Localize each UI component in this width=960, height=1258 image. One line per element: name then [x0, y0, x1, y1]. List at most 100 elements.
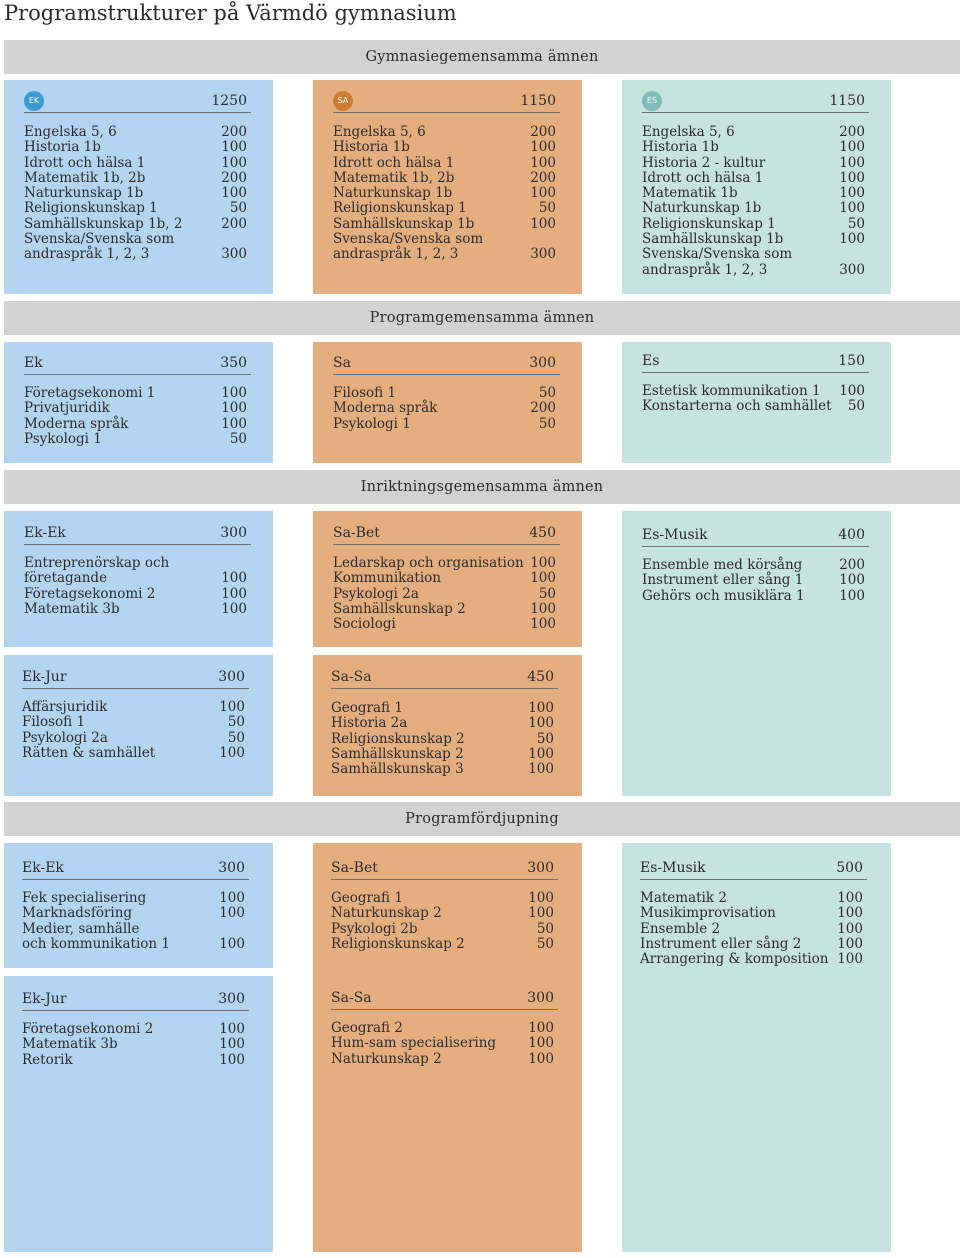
course-points: 50 — [538, 585, 556, 602]
course-row: Naturkunskap 2 100 — [331, 905, 558, 922]
card-total-points: 300 — [527, 990, 554, 1006]
card-total-points: 300 — [218, 669, 245, 685]
course-name: Samhällskunskap 2 — [333, 600, 466, 617]
course-row: Ensemble med körsång 200 — [642, 557, 869, 573]
course-points: 100 — [221, 385, 247, 401]
course-name: Svenska/Svenska som — [333, 231, 484, 248]
course-points: 200 — [221, 215, 247, 232]
course-name: Medier, samhälle — [22, 920, 140, 937]
course-name: Matematik 1b, 2b — [333, 169, 455, 186]
course-list: Engelska 5, 6 200 Historia 1b 100 Historia 2… — [642, 124, 869, 278]
course-row: Företagsekonomi 2 100 — [22, 1021, 249, 1037]
course-name: Svenska/Svenska som — [24, 231, 175, 248]
card-header: Sa-Sa 300 — [331, 987, 558, 1010]
course-row: Samhällskunskap 2 100 — [331, 746, 558, 762]
course-row: Samhällskunskap 1b 100 — [642, 231, 869, 247]
course-points: 100 — [530, 616, 556, 633]
course-name: Samhällskunskap 1b, 2 — [24, 215, 183, 232]
course-name: andraspråk 1, 2, 3 — [333, 246, 459, 263]
panel-es-musik-inriktning — [622, 511, 891, 796]
course-name: Religionskunskap 1 — [24, 200, 158, 217]
course-list: Ledarskap och organisation 100 Kommunikati… — [333, 555, 560, 633]
course-row: Sociologi 100 — [333, 616, 560, 633]
panel-es-fordjupning — [622, 843, 891, 1252]
course-points: 100 — [837, 951, 863, 968]
card-total-points: 300 — [527, 860, 554, 876]
course-name: företagande — [24, 570, 108, 587]
course-name: Ensemble med körsång — [642, 557, 803, 573]
course-name: och kommunikation 1 — [22, 935, 170, 952]
course-row: Religionskunskap 1 50 — [333, 201, 560, 217]
card-total-points: 450 — [529, 525, 556, 541]
course-row: Filosofi 1 50 — [333, 385, 560, 401]
card-header: Ek-Jur 300 — [22, 988, 249, 1011]
card-total-points: 300 — [529, 355, 556, 371]
course-points: 100 — [530, 555, 556, 571]
course-points: 100 — [837, 890, 863, 906]
card-title: Sa-Bet — [333, 525, 380, 541]
course-points: 100 — [221, 400, 247, 417]
card-title: Ek-Ek — [22, 860, 64, 876]
course-points: 100 — [839, 139, 865, 156]
course-name: Arrangering & komposition — [640, 951, 829, 968]
course-points: 100 — [837, 920, 863, 937]
course-name: Historia 1b — [24, 139, 101, 156]
course-name: Fek specialisering — [22, 890, 147, 906]
course-name: Moderna språk — [24, 415, 129, 432]
card-title: Sa-Bet — [331, 860, 378, 876]
course-points: 100 — [839, 587, 865, 604]
course-points: 100 — [221, 600, 247, 617]
panel-ek-ek-fordjupning — [4, 843, 273, 968]
course-name: Idrott och hälsa 1 — [24, 154, 146, 171]
course-points: 100 — [221, 185, 247, 202]
course-row: Religionskunskap 1 50 — [24, 200, 251, 217]
course-name: Kommunikation — [333, 570, 441, 587]
course-row: Psykologi 1 50 — [24, 431, 251, 447]
course-points: 200 — [530, 124, 556, 140]
course-row: Moderna språk 200 — [333, 400, 560, 416]
course-name: Psykologi 2b — [331, 920, 418, 937]
course-name: Naturkunskap 2 — [331, 1050, 442, 1067]
course-row: Religionskunskap 1 50 — [642, 216, 869, 232]
course-name: Konstarterna och samhället — [642, 398, 832, 415]
course-row: Företagsekonomi 2 100 — [24, 585, 251, 602]
course-name: Affärsjuridik — [22, 699, 108, 715]
card-title: Sa-Sa — [331, 669, 372, 685]
course-points: 100 — [221, 585, 247, 602]
course-name: Religionskunskap 2 — [331, 935, 465, 952]
course-row: Konstarterna och samhället 50 — [642, 398, 869, 415]
course-name: Gehörs och musiklära 1 — [642, 587, 805, 604]
course-name: Historia 1b — [333, 139, 410, 156]
course-row: Geografi 2 100 — [331, 1020, 558, 1036]
course-row: Religionskunskap 2 50 — [331, 935, 558, 952]
course-name: Geografi 1 — [331, 890, 403, 906]
course-list: Filosofi 1 50 Moderna språk 200 Psykologi 1 5… — [333, 385, 560, 432]
card-header: Ek-Jur 300 — [22, 666, 249, 689]
course-list: Geografi 1 100 Historia 2a 100 Religionskuns… — [331, 700, 558, 778]
page-title: Programstrukturer på Värmdö gymnasium — [4, 1, 457, 25]
course-points: 100 — [528, 761, 554, 778]
course-name: Filosofi 1 — [333, 385, 397, 401]
program-badge: ES — [642, 91, 662, 111]
course-row: Svenska/Svenska som — [642, 247, 869, 262]
course-points: 100 — [219, 1021, 245, 1037]
course-name: Sociologi — [333, 616, 396, 633]
course-name: Matematik 1b, 2b — [24, 169, 146, 186]
course-points: 50 — [538, 385, 556, 401]
course-points: 100 — [528, 700, 554, 716]
course-row: Historia 2a 100 — [331, 715, 558, 731]
course-name: Historia 2 - kultur — [642, 154, 766, 171]
course-name: Matematik 3b — [22, 1036, 118, 1053]
card-header: EK 1250 — [24, 90, 251, 113]
course-row: Ledarskap och organisation 100 — [333, 555, 560, 571]
course-list: Fek specialisering 100 Marknadsföring 100 Me… — [22, 890, 249, 952]
course-row: Historia 1b 100 — [642, 139, 869, 156]
course-name: Företagsekonomi 2 — [24, 585, 156, 602]
card-header: Es-Musik 400 — [642, 524, 869, 547]
card-total-points: 300 — [218, 991, 245, 1007]
course-points: 100 — [530, 600, 556, 617]
card-header: Ek-Ek 300 — [22, 857, 249, 880]
card-total-points: 400 — [838, 527, 865, 543]
course-name: Engelska 5, 6 — [24, 124, 117, 140]
course-points: 100 — [528, 905, 554, 922]
